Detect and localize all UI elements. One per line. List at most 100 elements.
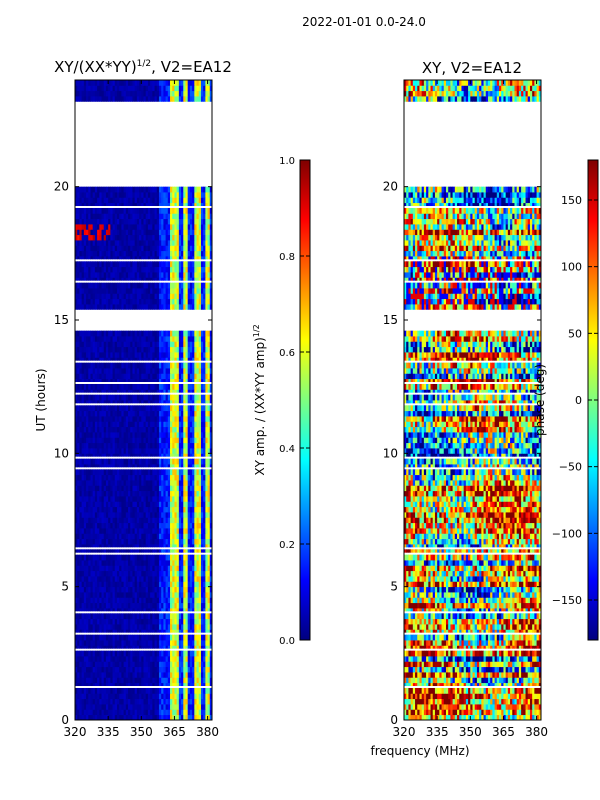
amplitude-cell: [172, 661, 175, 668]
amplitude-cell: [75, 480, 78, 486]
amplitude-cell: [209, 597, 213, 604]
amplitude-cell: [194, 389, 198, 393]
amplitude-cell: [154, 346, 158, 353]
amplitude-cell: [205, 464, 209, 468]
amplitude-cell: [75, 698, 78, 705]
amplitude-cell: [86, 602, 89, 609]
amplitude-cell: [92, 624, 96, 630]
amplitude-cell: [192, 453, 195, 457]
amplitude-cell: [136, 661, 140, 668]
amplitude-cell: [125, 304, 129, 310]
amplitude-cell: [97, 373, 100, 380]
amplitude-cell: [86, 405, 89, 412]
amplitude-cell: [196, 394, 200, 401]
amplitude-cell: [174, 704, 178, 710]
amplitude-cell: [75, 666, 78, 673]
amplitude-cell: [86, 565, 89, 572]
amplitude-cell: [147, 656, 151, 662]
amplitude-cell: [94, 528, 98, 534]
amplitude-cell: [90, 442, 94, 449]
amplitude-cell: [139, 442, 142, 449]
amplitude-cell: [161, 400, 164, 404]
amplitude-cell: [178, 656, 182, 662]
amplitude-cell: [92, 629, 96, 633]
amplitude-cell: [174, 277, 178, 281]
amplitude-cell: [183, 650, 186, 657]
amplitude-cell: [116, 693, 120, 700]
amplitude-cell: [81, 480, 85, 486]
amplitude-cell: [110, 698, 114, 705]
amplitude-cell: [147, 458, 151, 465]
amplitude-cell: [170, 528, 173, 534]
amplitude-cell: [130, 416, 133, 422]
amplitude-cell: [205, 528, 209, 534]
amplitude-cell: [136, 714, 140, 721]
amplitude-cell: [139, 458, 142, 465]
amplitude-cell: [189, 549, 193, 553]
amplitude-cell: [183, 330, 186, 337]
amplitude-cell: [167, 453, 171, 457]
amplitude-cell: [114, 288, 118, 294]
amplitude-cell: [156, 506, 160, 513]
amplitude-cell: [147, 666, 151, 673]
amplitude-cell: [163, 490, 167, 497]
amplitude-cell: [170, 597, 173, 604]
amplitude-cell: [143, 410, 147, 417]
amplitude-cell: [101, 277, 105, 281]
amplitude-cell: [79, 528, 83, 534]
amplitude-cell: [205, 368, 209, 374]
amplitude-cell: [154, 362, 158, 369]
amplitude-cell: [128, 304, 131, 310]
amplitude-cell: [167, 410, 171, 417]
amplitude-cell: [103, 416, 107, 422]
amplitude-cell: [145, 416, 149, 422]
amplitude-cell: [207, 538, 211, 545]
amplitude-cell: [116, 389, 120, 393]
amplitude-cell: [121, 693, 125, 700]
amplitude-cell: [145, 496, 149, 502]
amplitude-cell: [196, 389, 200, 393]
amplitude-cell: [189, 341, 193, 348]
amplitude-cell: [196, 362, 200, 369]
amplitude-cell: [170, 624, 173, 630]
amplitude-cell: [194, 352, 198, 358]
amplitude-cell: [75, 704, 78, 710]
amplitude-cell: [196, 533, 200, 540]
amplitude-cell: [132, 288, 136, 294]
amplitude-cell: [158, 410, 162, 417]
amplitude-cell: [161, 416, 164, 422]
amplitude-cell: [209, 469, 213, 476]
amplitude-cell: [81, 666, 85, 673]
amplitude-cell: [116, 357, 120, 361]
amplitude-cell: [114, 645, 118, 649]
amplitude-cell: [94, 634, 98, 641]
amplitude-cell: [128, 384, 131, 390]
amplitude-cell: [99, 266, 103, 273]
amplitude-cell: [92, 640, 96, 646]
amplitude-cell: [203, 490, 206, 497]
amplitude-cell: [196, 496, 200, 502]
amplitude-cell: [178, 272, 182, 278]
amplitude-cell: [185, 384, 189, 390]
amplitude-cell: [176, 538, 180, 545]
amplitude-cell: [172, 629, 175, 633]
amplitude-cell: [154, 405, 158, 412]
amplitude-cell: [83, 496, 87, 502]
amplitude-cell: [114, 704, 118, 710]
amplitude-cell: [189, 554, 193, 561]
amplitude-cell: [116, 410, 120, 417]
amplitude-cell: [181, 629, 184, 633]
amplitude-cell: [141, 661, 144, 668]
amplitude-cell: [79, 693, 83, 700]
amplitude-cell: [161, 538, 164, 545]
amplitude-cell: [88, 554, 91, 561]
amplitude-cell: [128, 602, 131, 609]
amplitude-cell: [178, 576, 182, 582]
amplitude-cell: [192, 618, 195, 625]
amplitude-cell: [178, 437, 182, 444]
amplitude-cell: [128, 426, 131, 433]
amplitude-cell: [103, 352, 107, 358]
amplitude-cell: [121, 640, 125, 646]
amplitude-cell: [86, 570, 89, 577]
amplitude-cell: [183, 581, 186, 588]
